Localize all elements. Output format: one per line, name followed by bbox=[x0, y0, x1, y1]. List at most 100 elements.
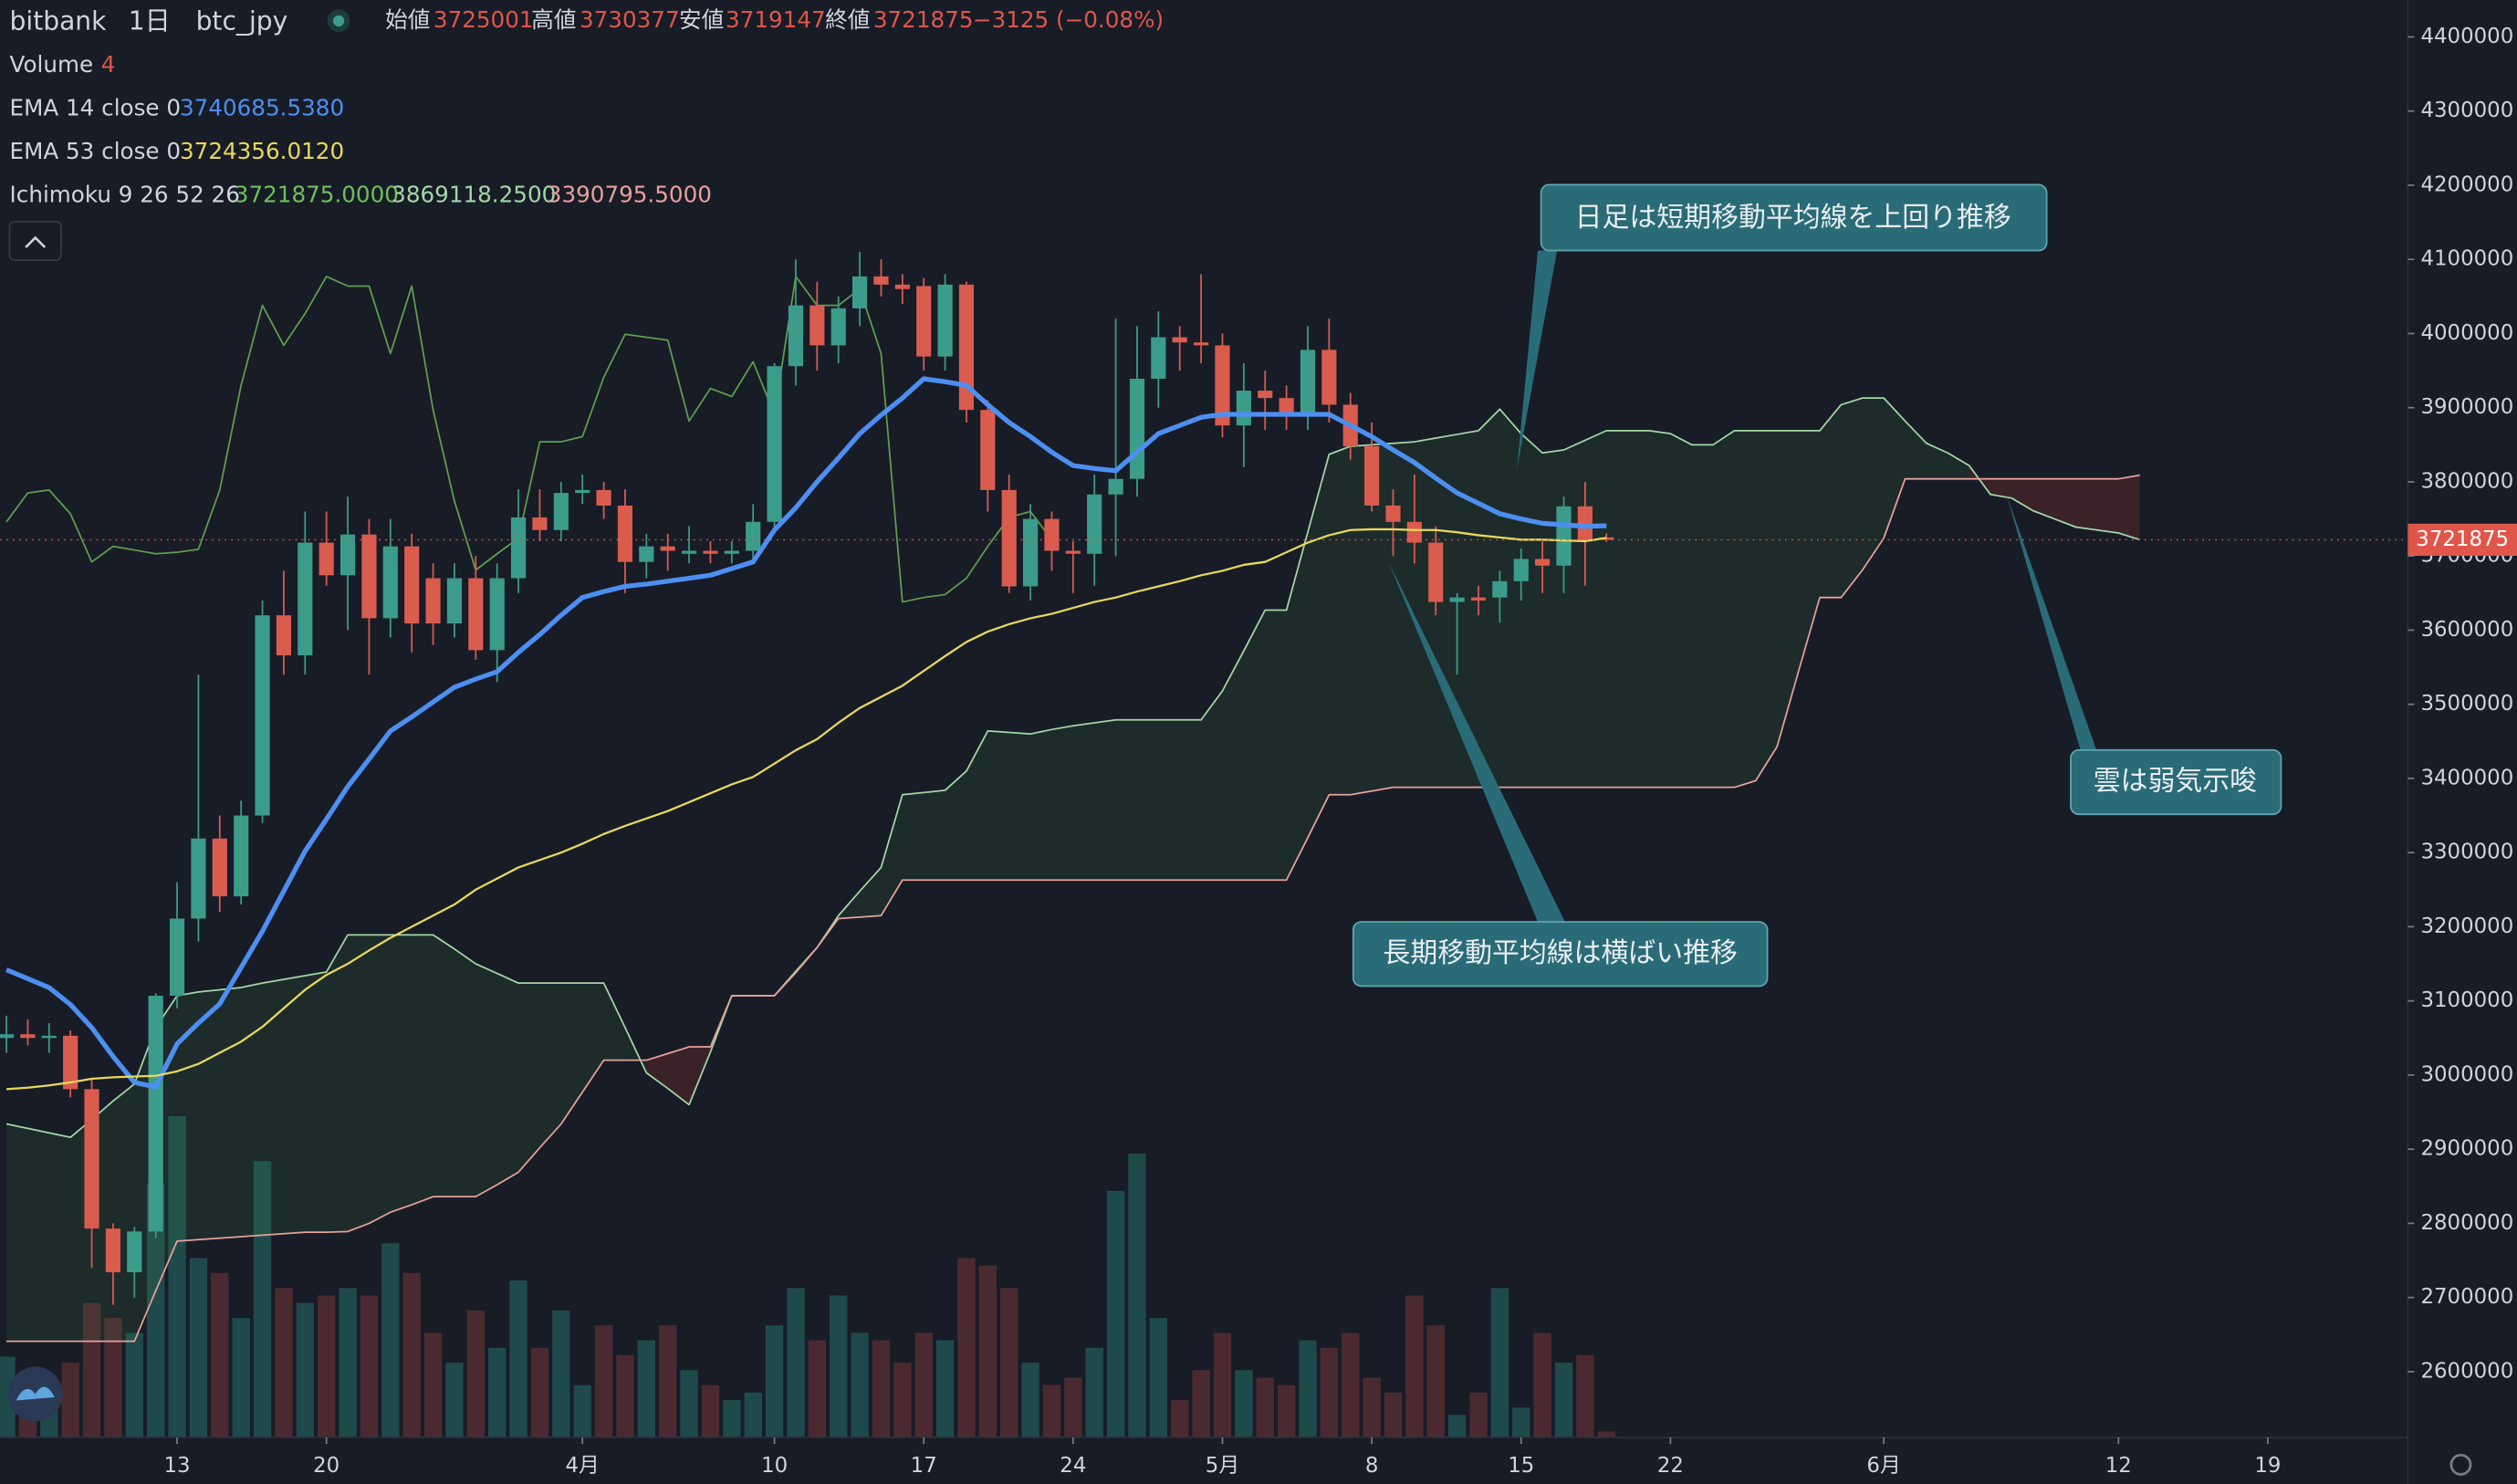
volume-bar bbox=[1064, 1377, 1082, 1437]
candle-body bbox=[1556, 506, 1572, 566]
candle-body bbox=[553, 493, 569, 530]
candle-body bbox=[1492, 580, 1508, 598]
interval[interactable]: 1日 bbox=[129, 6, 171, 37]
volume-value: 4 bbox=[101, 51, 116, 78]
volume-bar bbox=[104, 1318, 122, 1437]
cloud-fill bbox=[241, 983, 263, 1238]
volume-bar bbox=[296, 1302, 314, 1437]
candle-body bbox=[830, 308, 846, 346]
volume-bar bbox=[1533, 1332, 1551, 1437]
cloud-fill bbox=[1691, 444, 1714, 788]
y-tick-label: 3000000 bbox=[2420, 1062, 2513, 1086]
callout-text: 長期移動平均線は横ばい推移 bbox=[1383, 937, 1737, 969]
cloud-fill bbox=[2054, 478, 2076, 528]
y-tick-label: 2900000 bbox=[2420, 1137, 2513, 1161]
settings-icon[interactable] bbox=[2449, 1453, 2472, 1476]
volume-bar bbox=[808, 1340, 827, 1437]
cloud-fill bbox=[1649, 430, 1671, 788]
candle-body bbox=[319, 542, 334, 576]
candle-body bbox=[809, 305, 825, 346]
candle-body bbox=[1279, 398, 1294, 415]
volume-bar bbox=[680, 1370, 698, 1437]
volume-bar bbox=[1320, 1347, 1339, 1437]
cloud-fill bbox=[1520, 434, 1543, 788]
candle-body bbox=[169, 918, 185, 996]
cloud-fill bbox=[48, 1133, 71, 1342]
volume-bar bbox=[253, 1161, 272, 1437]
candle-body bbox=[425, 578, 441, 624]
candle-body bbox=[148, 995, 163, 1232]
cloud-fill bbox=[1414, 438, 1436, 788]
candle-body bbox=[84, 1089, 99, 1229]
candle-body bbox=[1001, 489, 1017, 587]
y-tick-label: 4000000 bbox=[2420, 321, 2513, 345]
logo-icon bbox=[16, 1386, 55, 1401]
volume-bar bbox=[509, 1280, 527, 1437]
volume-bar bbox=[1042, 1385, 1061, 1437]
candle-body bbox=[1258, 391, 1273, 399]
volume-bar bbox=[787, 1288, 805, 1437]
volume-bar bbox=[0, 1356, 16, 1437]
cloud-fill bbox=[582, 983, 604, 1092]
ichimoku-value: 3721875.0000 bbox=[235, 182, 399, 208]
header: bitbank 1日 btc_jpy 始値 3725001 高値 3730377… bbox=[8, 6, 1164, 261]
cloud-fill bbox=[1606, 430, 1628, 788]
candle-body bbox=[1470, 597, 1487, 601]
cloud-fill bbox=[1008, 732, 1031, 881]
volume-bar bbox=[893, 1363, 912, 1437]
candle-body bbox=[404, 546, 420, 624]
cloud-fill bbox=[6, 1123, 28, 1342]
close-value: 3721875 bbox=[873, 6, 974, 33]
x-tick-label: 19 bbox=[2254, 1454, 2281, 1478]
callout-text: 日足は短期移動平均線を上回り推移 bbox=[1575, 202, 2011, 234]
volume-bar bbox=[1256, 1377, 1274, 1437]
cloud-fill bbox=[1115, 719, 1137, 881]
ema-line bbox=[5, 528, 1607, 1091]
candle-body bbox=[767, 366, 782, 522]
cloud-fill bbox=[518, 983, 540, 1173]
volume-bar bbox=[1597, 1431, 1615, 1437]
cloud-fill bbox=[624, 1027, 647, 1073]
candle-body bbox=[276, 615, 292, 656]
cloud-fill bbox=[1713, 430, 1735, 788]
candle-body bbox=[489, 578, 505, 651]
cloud-fill bbox=[1670, 434, 1692, 788]
cloud-fill bbox=[1926, 443, 1948, 479]
candle-body bbox=[0, 1034, 15, 1039]
candle-body bbox=[234, 815, 249, 897]
cloud-fill bbox=[603, 983, 625, 1061]
cloud-fill bbox=[1350, 444, 1373, 795]
candle-body bbox=[382, 546, 398, 619]
volume-bar bbox=[402, 1272, 421, 1437]
collapse-button[interactable] bbox=[8, 220, 62, 261]
high-value: 3730377 bbox=[580, 6, 680, 33]
cloud-fill bbox=[2032, 478, 2055, 519]
cloud-fill bbox=[945, 770, 966, 881]
candle-body bbox=[1215, 345, 1230, 426]
volume-bar bbox=[594, 1325, 613, 1437]
x-tick-label: 17 bbox=[911, 1454, 937, 1478]
y-tick-label: 3500000 bbox=[2420, 692, 2513, 716]
last-price-box bbox=[2407, 523, 2517, 557]
cloud-fill bbox=[1136, 719, 1159, 881]
volume-bar bbox=[381, 1243, 400, 1437]
cloud-fill bbox=[667, 1047, 690, 1105]
cloud-fill bbox=[1030, 729, 1052, 881]
volume-bar bbox=[978, 1265, 997, 1437]
candle-body bbox=[191, 838, 206, 919]
volume-bar bbox=[360, 1295, 379, 1437]
x-tick-label: 10 bbox=[761, 1454, 788, 1478]
cloud-fill bbox=[369, 935, 391, 1224]
y-tick-label: 4300000 bbox=[2420, 99, 2513, 122]
candle-body bbox=[1535, 559, 1551, 566]
change: −3125 (−0.08%) bbox=[973, 6, 1164, 33]
cloud-fill bbox=[1584, 430, 1607, 788]
y-tick-label: 2700000 bbox=[2420, 1285, 2513, 1309]
candle-body bbox=[63, 1035, 78, 1090]
cloud-fill bbox=[2075, 478, 2097, 530]
x-tick-label: 8 bbox=[1365, 1454, 1379, 1478]
candle-body bbox=[1406, 521, 1422, 543]
volume-bar bbox=[146, 1183, 165, 1437]
cloud-fill bbox=[1457, 430, 1478, 788]
collapse-icon bbox=[25, 235, 47, 248]
